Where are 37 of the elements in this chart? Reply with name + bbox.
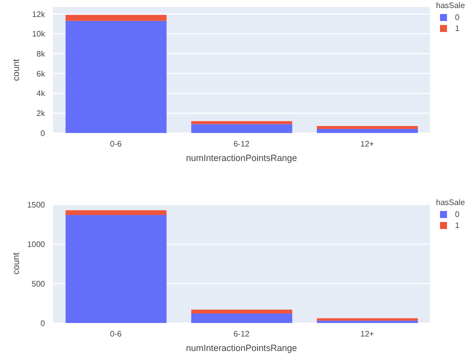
bar xyxy=(66,14,167,21)
x-tick-label: 6-12 xyxy=(233,330,250,339)
legend-title: hasSale xyxy=(436,1,466,10)
y-axis-title: count xyxy=(11,58,22,82)
y-tick-label: 10k xyxy=(32,30,46,39)
y-tick-label: 0 xyxy=(40,318,46,328)
legend-label: 0 xyxy=(455,13,460,22)
y-tick-label: 1000 xyxy=(27,240,46,250)
x-tick-label: 12+ xyxy=(360,140,374,149)
x-axis-title: numInteractionPointsRange xyxy=(186,153,298,163)
y-axis-title: count xyxy=(11,252,22,275)
legend-label: 1 xyxy=(455,24,460,33)
bar xyxy=(191,314,292,323)
bar xyxy=(316,126,418,130)
bar xyxy=(191,121,292,124)
y-tick-label: 8k xyxy=(36,49,46,58)
y-tick-label: 12k xyxy=(32,10,46,19)
x-tick-label: 6-12 xyxy=(233,140,250,149)
x-axis-title: numInteractionPointsRange xyxy=(186,343,298,353)
legend-title: hasSale xyxy=(436,198,466,207)
x-tick-label: 0-6 xyxy=(110,330,122,339)
bar xyxy=(66,210,167,216)
legend-label: 1 xyxy=(455,221,460,230)
bar xyxy=(316,129,418,133)
legend-label: 0 xyxy=(455,210,460,219)
y-tick-label: 6k xyxy=(36,69,46,78)
x-tick-label: 0-6 xyxy=(110,140,122,149)
x-tick-label: 12+ xyxy=(360,330,374,339)
bar xyxy=(66,215,167,323)
y-tick-label: 1500 xyxy=(27,200,46,210)
y-tick-label: 0 xyxy=(40,128,46,138)
y-tick-label: 2k xyxy=(36,108,46,118)
y-tick-label: 500 xyxy=(32,279,46,288)
bar xyxy=(191,310,292,314)
bar xyxy=(66,20,167,133)
y-tick-label: 4k xyxy=(36,89,46,98)
bar xyxy=(191,124,292,133)
